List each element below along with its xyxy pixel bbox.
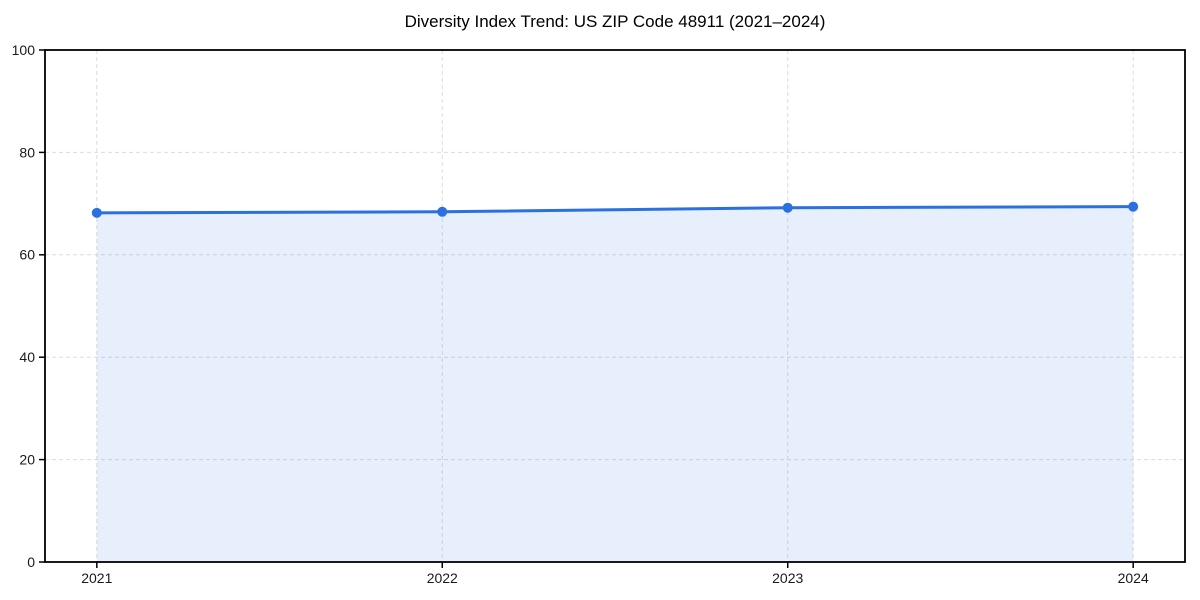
data-point-2024 [1128, 201, 1139, 212]
x-axis-tick-label: 2021 [81, 570, 112, 586]
y-axis-tick-label: 80 [19, 144, 35, 160]
data-line [95, 205, 1135, 215]
x-axis-tick-label: 2022 [427, 570, 458, 586]
y-axis-tick-label: 60 [19, 247, 35, 263]
x-axis-tick-label: 2024 [1118, 570, 1149, 586]
y-axis-tick-label: 0 [27, 554, 35, 570]
y-axis-tick-label: 20 [19, 452, 35, 468]
area-fill [96, 206, 1134, 562]
plot-border [44, 49, 1186, 563]
y-axis-tick-label: 100 [12, 42, 36, 58]
x-axis-tick-label: 2023 [772, 570, 803, 586]
chart-title: Diversity Index Trend: US ZIP Code 48911… [404, 12, 826, 31]
data-point-2022 [437, 206, 448, 217]
y-axis-tick-label: 40 [19, 349, 35, 365]
data-point-2021 [91, 207, 102, 218]
data-point-2023 [782, 202, 793, 213]
